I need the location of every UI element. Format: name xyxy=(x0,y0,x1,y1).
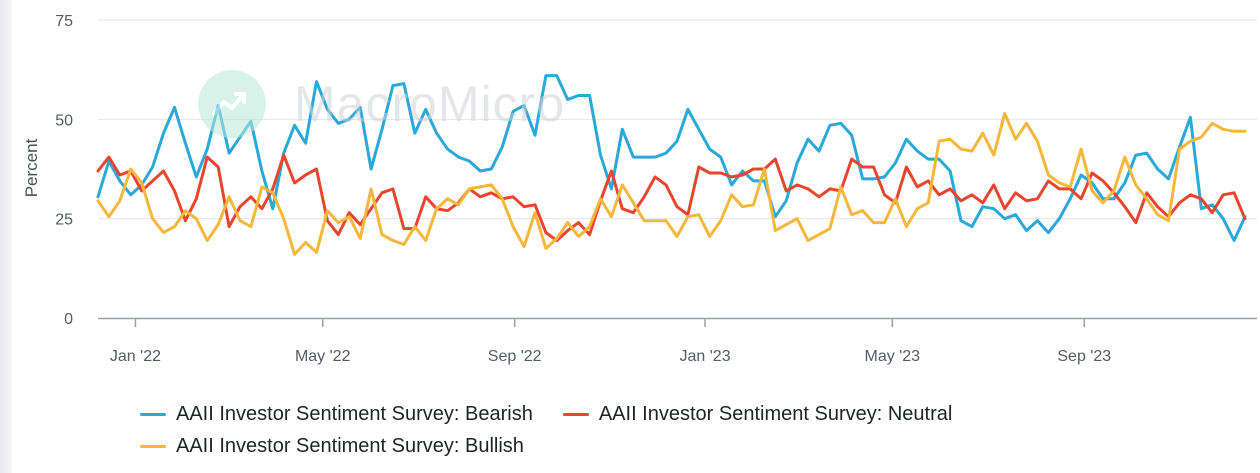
bearish-series-line[interactable] xyxy=(96,74,1247,242)
x-tick-label: Sep '22 xyxy=(488,348,542,365)
x-tick-label: May '22 xyxy=(295,348,351,365)
series-lines xyxy=(96,74,1247,256)
legend-item-bearish[interactable]: AAII Investor Sentiment Survey: Bearish xyxy=(140,403,533,426)
y-tick-label: 75 xyxy=(55,13,73,30)
legend-swatch-bullish xyxy=(140,444,166,448)
x-tick-label: May '23 xyxy=(865,348,921,365)
x-tick-label: Jan '23 xyxy=(680,348,731,365)
legend-swatch-neutral xyxy=(562,412,589,416)
legend-label-neutral: AAII Investor Sentiment Survey: Neutral xyxy=(598,402,953,425)
y-tick-label: 0 xyxy=(64,311,73,328)
y-tick-label: 25 xyxy=(55,212,73,229)
x-tick-label: Sep '23 xyxy=(1057,348,1111,365)
y-axis-title: Percent xyxy=(22,138,41,197)
legend-item-neutral[interactable]: AAII Investor Sentiment Survey: Neutral xyxy=(562,402,953,426)
neutral-series-line[interactable] xyxy=(96,153,1247,242)
chart-legend: AAII Investor Sentiment Survey: Bearish … xyxy=(140,398,1240,462)
x-tick-label: Jan '22 xyxy=(110,348,161,365)
legend-label-bullish: AAII Investor Sentiment Survey: Bullish xyxy=(176,434,524,457)
y-tick-label: 50 xyxy=(55,112,73,129)
y-axis: 0 25 50 75 xyxy=(55,13,73,328)
bullish-series-line[interactable] xyxy=(96,111,1247,256)
legend-row-1: AAII Investor Sentiment Survey: Bearish … xyxy=(140,398,1240,430)
legend-row-2: AAII Investor Sentiment Survey: Bullish xyxy=(140,430,1240,462)
gridlines xyxy=(98,19,1257,220)
legend-item-bullish[interactable]: AAII Investor Sentiment Survey: Bullish xyxy=(140,435,524,458)
x-axis: Jan '22 May '22 Sep '22 Jan '23 May '23 Sep '… xyxy=(98,317,1257,365)
sentiment-line-chart: 0 25 50 75 Jan '22 May '22 Sep '22 Jan '23 May … xyxy=(22,13,1257,365)
legend-swatch-bearish xyxy=(140,412,166,416)
legend-label-bearish: AAII Investor Sentiment Survey: Bearish xyxy=(176,402,533,425)
window-edge xyxy=(0,0,12,473)
